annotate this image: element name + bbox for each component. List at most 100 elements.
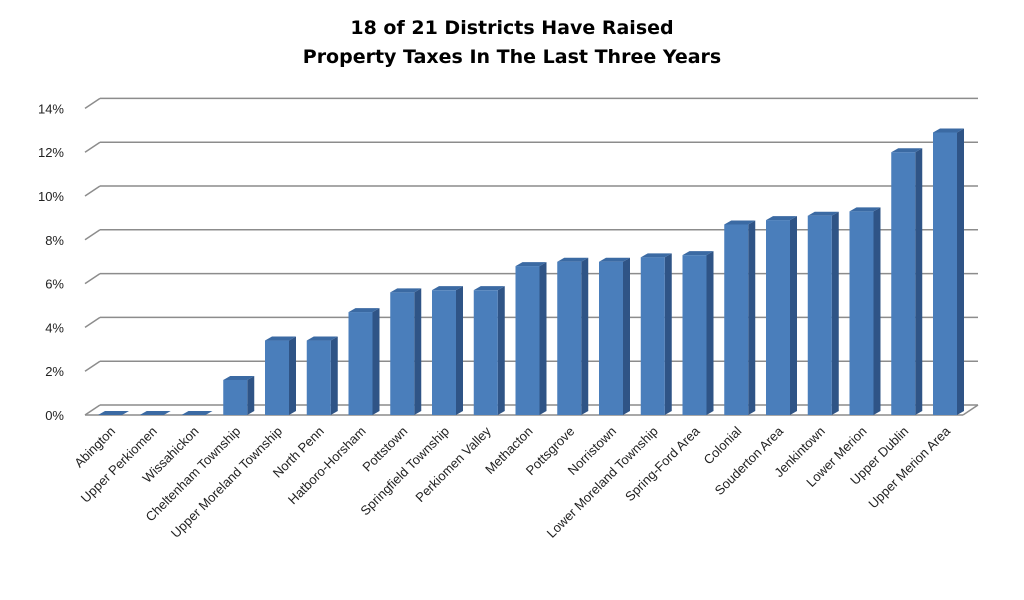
bar-top — [348, 308, 380, 313]
bar-front — [432, 290, 456, 415]
bar — [766, 216, 797, 415]
gridline-side — [84, 316, 101, 329]
gridline-side — [84, 97, 101, 110]
bar — [515, 262, 547, 415]
bar-front — [807, 215, 832, 415]
bar-top — [515, 262, 547, 267]
bar — [891, 148, 923, 415]
bar — [139, 411, 171, 415]
y-tick-label: 4% — [45, 320, 64, 335]
y-tick-label: 6% — [45, 277, 64, 292]
gridline-side — [84, 185, 101, 197]
bar-top — [265, 336, 296, 341]
y-tick-label: 2% — [45, 364, 64, 379]
bar-top — [223, 375, 255, 380]
bar-side — [414, 288, 422, 415]
chart-title-line-2: Property Taxes In The Last Three Years — [303, 46, 721, 68]
bar-top — [139, 411, 171, 415]
bar-top — [724, 220, 756, 225]
bar-side — [623, 257, 630, 415]
bar-front — [265, 340, 289, 415]
y-tick-label: 10% — [38, 189, 64, 204]
x-tick-label: Perkiomen Valley — [412, 423, 494, 505]
chart-title-line-1: 18 of 21 Districts Have Raised — [350, 17, 673, 39]
bar — [682, 251, 714, 415]
bar-side — [539, 262, 547, 415]
bar-top — [682, 251, 714, 256]
bar-front — [682, 255, 707, 415]
bar-side — [330, 336, 338, 415]
bar — [265, 336, 296, 415]
gridline-side — [84, 360, 101, 372]
bar — [724, 220, 756, 415]
bar — [640, 253, 672, 415]
bar-front — [933, 132, 957, 416]
bar-front — [891, 152, 916, 415]
bar-front — [640, 257, 665, 415]
gridline-side — [84, 404, 101, 416]
bar — [348, 308, 380, 415]
bar-side — [372, 308, 380, 415]
bar-side — [497, 286, 505, 415]
bar — [432, 286, 463, 415]
y-tick-label: 0% — [45, 408, 64, 423]
bar — [223, 375, 255, 415]
x-tick-label: Spring-Ford Area — [622, 423, 703, 504]
bar-top — [849, 207, 881, 212]
bar — [807, 211, 839, 415]
bar-front — [849, 211, 874, 415]
bar-top — [432, 286, 463, 291]
bar-side — [748, 220, 756, 415]
bar-side — [247, 375, 255, 415]
bar — [306, 336, 338, 415]
bar — [98, 411, 129, 415]
bar-side — [289, 336, 296, 415]
bar-front — [557, 261, 582, 415]
bar-top — [390, 288, 422, 293]
bar-top — [306, 336, 338, 341]
bar — [181, 411, 213, 415]
bar-top — [473, 286, 505, 291]
bar-side — [790, 216, 797, 415]
x-tick-label: Upper Perkiomen — [78, 424, 160, 506]
y-tick-label: 12% — [38, 145, 64, 160]
bar-top — [640, 253, 672, 258]
gridline-side — [84, 272, 101, 285]
bar — [849, 207, 881, 415]
y-tick-label: 8% — [45, 233, 64, 248]
y-axis-ticks: 0% 2% 4% 6% 8% 10% 12% 14% — [38, 101, 64, 423]
bar-top — [181, 411, 213, 415]
bar-top — [766, 216, 797, 221]
bar-front — [348, 312, 373, 415]
bar-side — [915, 148, 923, 415]
bar-front — [306, 340, 331, 415]
gridline-side — [84, 229, 101, 241]
bar-side — [957, 128, 964, 416]
bar-top — [891, 148, 923, 153]
bar-top — [599, 257, 630, 262]
gridline-side — [84, 141, 101, 153]
bar-front — [390, 292, 415, 415]
bar-side — [706, 251, 714, 415]
bar — [390, 288, 422, 415]
bar-side — [664, 253, 672, 415]
bar-side — [581, 257, 589, 415]
x-tick-label: Hatboro-Horsham — [285, 424, 369, 508]
floor-right-edge — [962, 404, 979, 416]
bar-side — [831, 211, 839, 415]
bar-top — [807, 211, 839, 216]
bar-front — [473, 290, 498, 415]
bar-front — [223, 379, 248, 415]
x-tick-label: Upper Merion Area — [865, 423, 953, 511]
bar — [599, 257, 630, 415]
bar — [933, 128, 964, 416]
bar-front — [515, 266, 540, 415]
bar-front — [724, 224, 749, 415]
bar-front — [766, 220, 790, 415]
bar — [557, 257, 589, 415]
bar-side — [456, 286, 463, 415]
bar — [473, 286, 505, 415]
bar-top — [98, 411, 129, 415]
bar-top — [557, 257, 589, 262]
